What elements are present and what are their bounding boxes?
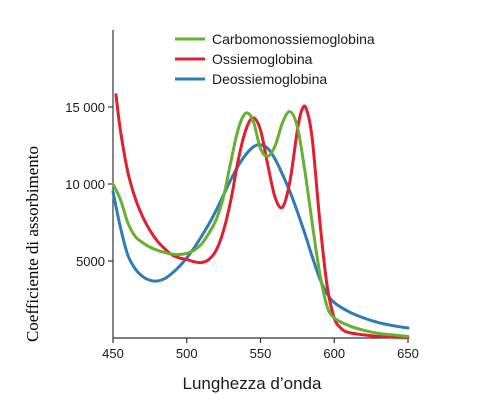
x-tick-label: 450 xyxy=(102,346,124,361)
x-tick-label: 650 xyxy=(397,346,419,361)
legend: Carbomonossiemoglobina Ossiemoglobina Deos… xyxy=(175,31,375,87)
x-axis-label: Lunghezza d’onda xyxy=(183,374,323,393)
x-tick-label: 500 xyxy=(176,346,198,361)
series-line-deossiemoglobina xyxy=(111,143,410,330)
series-line-ossiemoglobina xyxy=(114,93,410,340)
series-group xyxy=(111,93,410,340)
y-axis-label: Coefficiente di assorbimento xyxy=(23,146,42,342)
x-tick-label: 600 xyxy=(323,346,345,361)
y-tick-label: 15 000 xyxy=(65,100,105,115)
series-line-carbomonossiemoglobina xyxy=(111,110,410,338)
legend-label: Ossiemoglobina xyxy=(212,51,313,67)
y-tick-label: 5000 xyxy=(76,254,105,269)
y-ticks: 5000 10 000 15 000 xyxy=(65,100,113,269)
legend-label: Deossiemoglobina xyxy=(212,71,327,87)
x-ticks: 450 500 550 600 650 xyxy=(102,338,419,361)
y-tick-label: 10 000 xyxy=(65,177,105,192)
x-tick-label: 550 xyxy=(250,346,272,361)
legend-label: Carbomonossiemoglobina xyxy=(212,31,375,47)
